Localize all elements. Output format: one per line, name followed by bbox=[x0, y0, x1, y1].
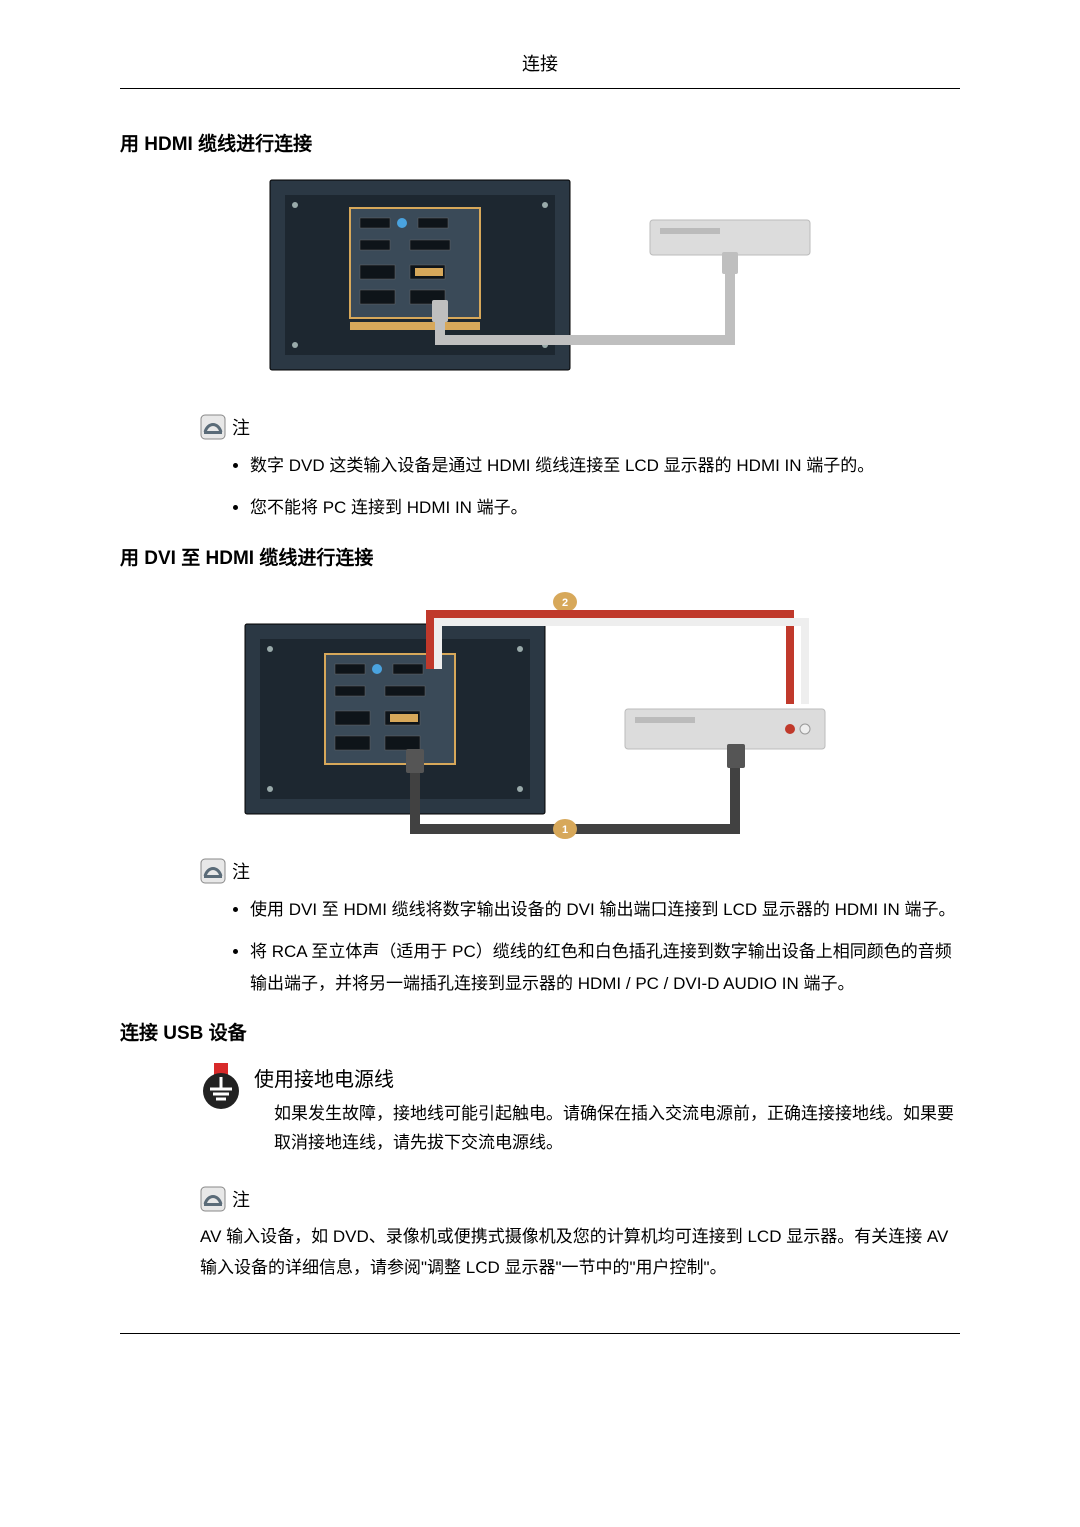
hdmi-diagram bbox=[260, 170, 820, 400]
title-text: 缆线进行连接 bbox=[254, 548, 373, 569]
ground-title: 使用接地电源线 bbox=[254, 1063, 960, 1092]
dvi-notes-list: 使用 DVI 至 HDMI 缆线将数字输出设备的 DVI 输出端口连接到 LCD… bbox=[250, 894, 960, 1001]
page-header: 连接 bbox=[120, 50, 960, 89]
svg-text:2: 2 bbox=[562, 597, 568, 609]
title-text: 用 bbox=[120, 134, 144, 155]
note-label: 注 bbox=[232, 1186, 250, 1212]
title-bold: HDMI bbox=[206, 548, 255, 569]
ground-body: 如果发生故障，接地线可能引起触电。请确保在插入交流电源前，正确连接接地线。如果要… bbox=[254, 1100, 960, 1158]
title-bold: USB bbox=[163, 1023, 203, 1044]
title-text: 连接 bbox=[120, 1023, 163, 1044]
svg-text:1: 1 bbox=[562, 824, 568, 836]
hdmi-notes-list: 数字 DVD 这类输入设备是通过 HDMI 缆线连接至 LCD 显示器的 HDM… bbox=[250, 450, 960, 525]
title-text: 设备 bbox=[203, 1023, 246, 1044]
title-text: 至 bbox=[176, 548, 206, 569]
footer-rule bbox=[120, 1333, 960, 1334]
note-label: 注 bbox=[232, 414, 250, 440]
note-label: 注 bbox=[232, 858, 250, 884]
av-note-text: AV 输入设备，如 DVD、录像机或便携式摄像机及您的计算机均可连接到 LCD … bbox=[200, 1222, 960, 1283]
note-icon bbox=[200, 1186, 226, 1212]
list-item: 您不能将 PC 连接到 HDMI IN 端子。 bbox=[250, 492, 960, 524]
note-icon bbox=[200, 858, 226, 884]
section-title-dvi: 用 DVI 至 HDMI 缆线进行连接 bbox=[120, 543, 960, 570]
note-icon bbox=[200, 414, 226, 440]
list-item: 将 RCA 至立体声（适用于 PC）缆线的红色和白色插孔连接到数字输出设备上相同… bbox=[250, 936, 960, 1001]
section-title-hdmi: 用 HDMI 缆线进行连接 bbox=[120, 129, 960, 156]
title-text: 用 bbox=[120, 548, 144, 569]
list-item: 使用 DVI 至 HDMI 缆线将数字输出设备的 DVI 输出端口连接到 LCD… bbox=[250, 894, 960, 926]
title-bold: DVI bbox=[144, 548, 176, 569]
dvi-diagram: 2 1 bbox=[235, 584, 845, 844]
title-text: 缆线进行连接 bbox=[193, 134, 312, 155]
list-item: 数字 DVD 这类输入设备是通过 HDMI 缆线连接至 LCD 显示器的 HDM… bbox=[250, 450, 960, 482]
ground-icon bbox=[200, 1063, 242, 1118]
title-bold: HDMI bbox=[144, 134, 193, 155]
section-title-usb: 连接 USB 设备 bbox=[120, 1018, 960, 1045]
